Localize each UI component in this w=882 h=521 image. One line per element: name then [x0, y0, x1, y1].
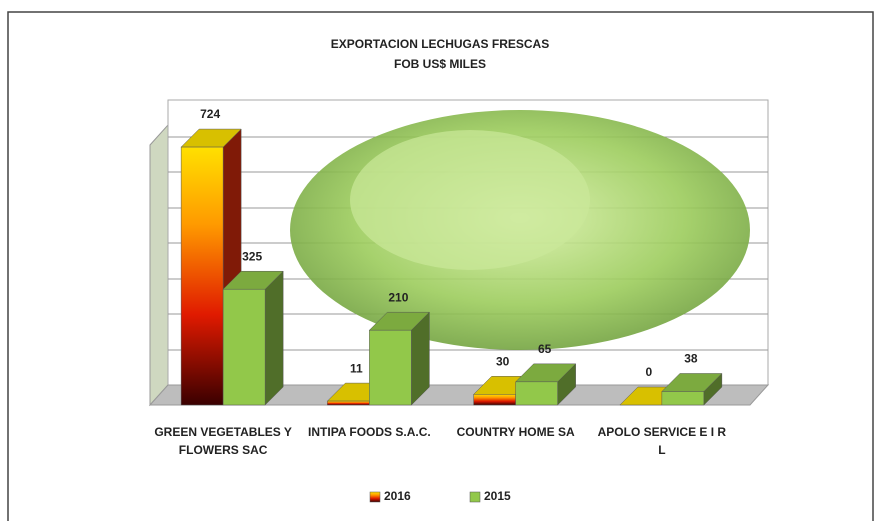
- bar: [222, 270, 284, 406]
- x-tick-label-line: COUNTRY HOME SA: [457, 425, 575, 439]
- value-label: 210: [388, 290, 408, 304]
- x-tick-label-line: INTIPA FOODS S.A.C.: [308, 425, 431, 439]
- bar: [368, 311, 430, 406]
- x-tick-label: INTIPA FOODS S.A.C.: [308, 425, 431, 439]
- bar-front: [661, 391, 705, 406]
- legend-label: 2015: [484, 489, 511, 503]
- x-tick-label-line: APOLO SERVICE E I R: [598, 425, 727, 439]
- bar-front: [327, 400, 370, 406]
- x-tick-label-line: GREEN VEGETABLES Y: [154, 425, 292, 439]
- x-tick-label: GREEN VEGETABLES Y FLOWERS SAC: [154, 425, 292, 457]
- x-tick-label: COUNTRY HOME SA: [457, 425, 575, 439]
- x-tick-label-line: L: [658, 443, 665, 457]
- legend-swatch: [469, 491, 481, 503]
- x-tick-label-line: FLOWERS SAC: [179, 443, 268, 457]
- value-label: 0: [646, 365, 653, 379]
- value-label: 325: [242, 249, 262, 263]
- legend-label: 2016: [384, 489, 411, 503]
- plot-frame: [148, 99, 770, 407]
- bar-front: [180, 146, 224, 406]
- value-label: 38: [684, 352, 698, 366]
- value-label: 724: [200, 107, 220, 121]
- bar-front: [515, 381, 558, 406]
- bar: [661, 372, 723, 406]
- bar-front: [369, 329, 412, 406]
- value-label: 65: [538, 342, 552, 356]
- chart-title: EXPORTACION LECHUGAS FRESCAS: [331, 37, 549, 51]
- chart-subtitle: FOB US$ MILES: [394, 57, 486, 71]
- bar-front: [473, 394, 516, 406]
- x-tick-label: APOLO SERVICE E I R L: [598, 425, 727, 457]
- legend-swatch: [369, 491, 381, 503]
- bar-side: [264, 270, 284, 406]
- value-label: 30: [496, 354, 510, 368]
- bar: [515, 363, 577, 406]
- bar-front: [222, 288, 266, 406]
- value-label: 11: [350, 361, 363, 375]
